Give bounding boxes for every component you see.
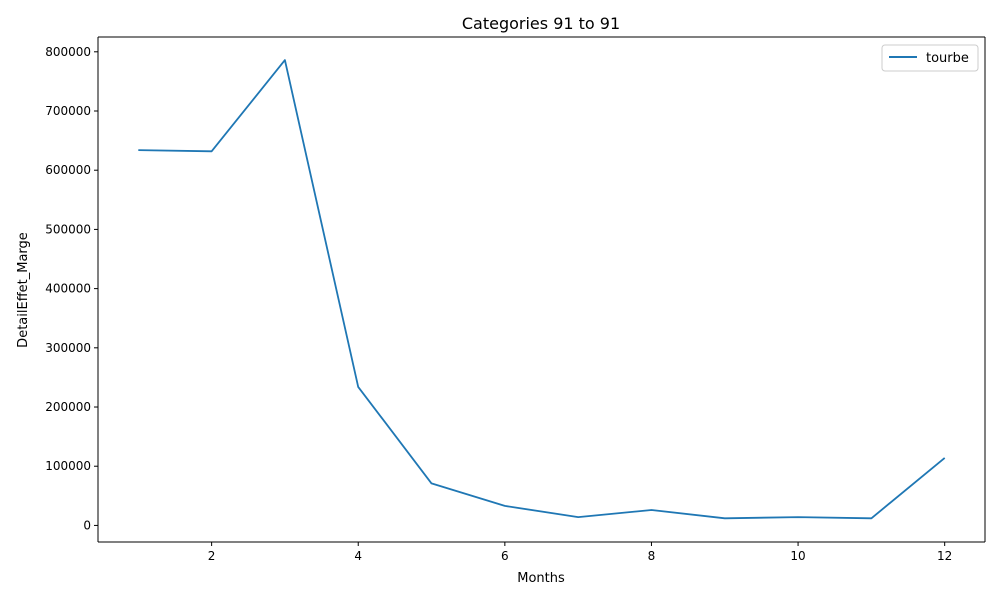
x-tick-label: 6 <box>501 549 509 563</box>
y-tick-label: 700000 <box>45 104 91 118</box>
y-axis-ticks: 0 100000 200000 300000 400000 500000 600000 700… <box>45 45 98 532</box>
legend-label: tourbe <box>926 51 969 66</box>
x-axis-label: Months <box>517 571 565 586</box>
y-tick-label: 200000 <box>45 400 91 414</box>
y-tick-label: 0 <box>83 518 91 532</box>
y-tick-label: 500000 <box>45 222 91 236</box>
y-tick-label: 800000 <box>45 45 91 59</box>
x-tick-label: 12 <box>937 549 952 563</box>
y-tick-label: 400000 <box>45 282 91 296</box>
y-tick-label: 100000 <box>45 459 91 473</box>
series-layer <box>138 59 946 520</box>
series-line-tourbe <box>138 59 946 520</box>
legend-box <box>881 44 979 72</box>
chart-title: Categories 91 to 91 <box>462 14 620 33</box>
x-tick-label: 8 <box>648 549 656 563</box>
x-tick-label: 4 <box>354 549 362 563</box>
x-tick-label: 10 <box>790 549 805 563</box>
y-axis-label: DetailEffet_Marge <box>16 232 31 348</box>
y-tick-label: 300000 <box>45 341 91 355</box>
x-axis-ticks: 2 4 6 8 10 12 <box>208 542 952 563</box>
x-tick-label: 2 <box>208 549 216 563</box>
plot-area <box>97 36 986 543</box>
y-tick-label: 600000 <box>45 163 91 177</box>
legend: tourbe <box>881 44 979 72</box>
